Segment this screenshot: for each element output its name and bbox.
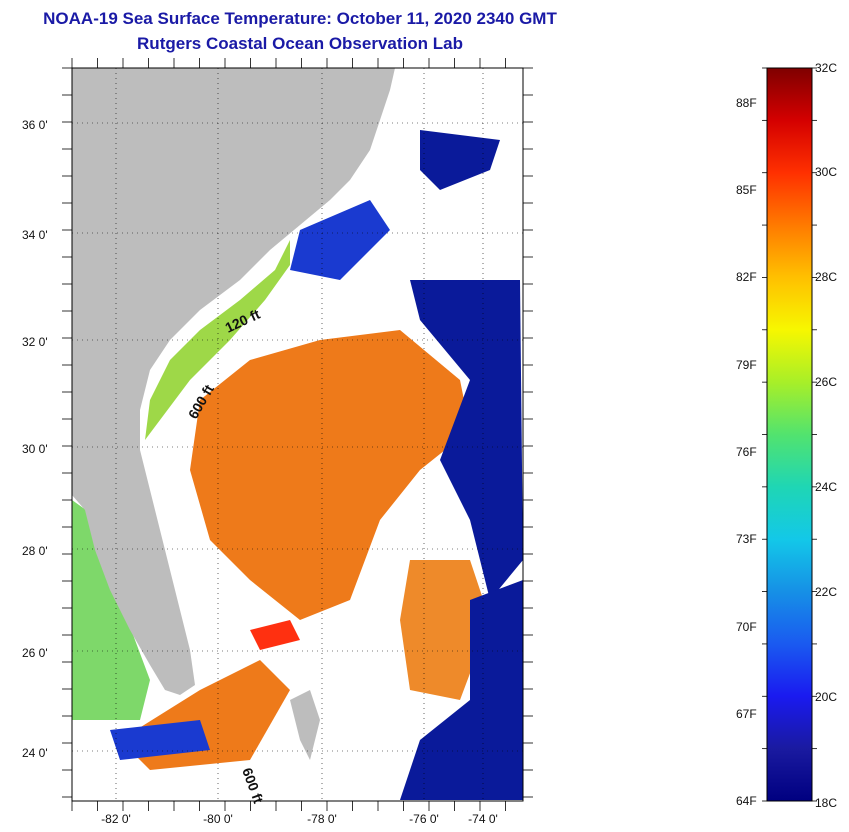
lat-label-34: 34 0' (22, 228, 48, 242)
cold-water-east (410, 280, 523, 600)
cold-water-straits (110, 720, 210, 760)
gulf-shelf-water (72, 500, 150, 720)
map-frame (71, 67, 524, 802)
land-mainland (72, 68, 395, 695)
lon-label-80: -80 0' (203, 812, 233, 826)
lat-label-24: 24 0' (22, 746, 48, 760)
hot-water-patch (250, 620, 300, 650)
lat-label-28: 28 0' (22, 544, 48, 558)
colorbar-f-88: 88F (736, 96, 757, 110)
cold-water-southeast (400, 580, 523, 800)
colorbar-c-20: 20C (815, 690, 838, 704)
colorbar-f-73: 73F (736, 532, 757, 546)
colorbar-f-70: 70F (736, 620, 757, 634)
colorbar-ticks (762, 67, 817, 802)
land-cuba (290, 690, 320, 760)
lon-label-76: -76 0' (409, 812, 439, 826)
colorbar-f-79: 79F (736, 358, 757, 372)
warm-water-region (190, 330, 470, 620)
colorbar-c-22: 22C (815, 585, 838, 599)
colorbar-c-24: 24C (815, 480, 838, 494)
colorbar-f-82: 82F (736, 270, 757, 284)
colorbar-c-26: 26C (815, 375, 838, 389)
cold-water-shelf-north (290, 200, 390, 280)
colorbar-f-67: 67F (736, 707, 757, 721)
colorbar (766, 67, 813, 802)
lat-label-30: 30 0' (22, 442, 48, 456)
colorbar-f-76: 76F (736, 445, 757, 459)
lat-label-36: 36 0' (22, 118, 48, 132)
map-title: NOAA-19 Sea Surface Temperature: October… (43, 9, 557, 28)
colorbar-f-64: 64F (736, 794, 757, 808)
lon-label-74: -74 0' (468, 812, 498, 826)
cold-water-northeast (420, 130, 500, 190)
lon-label-78: -78 0' (307, 812, 337, 826)
colorbar-f-85: 85F (736, 183, 757, 197)
lat-label-32: 32 0' (22, 335, 48, 349)
graticule (62, 58, 533, 811)
colorbar-c-18: 18C (815, 796, 838, 810)
colorbar-c-30: 30C (815, 165, 838, 179)
colorbar-c-28: 28C (815, 270, 838, 284)
warm-water-east (400, 560, 490, 700)
colorbar-c-32: 32C (815, 61, 838, 75)
lat-label-26: 26 0' (22, 646, 48, 660)
lon-label-82: -82 0' (101, 812, 131, 826)
map-subtitle: Rutgers Coastal Ocean Observation Lab (137, 34, 463, 53)
